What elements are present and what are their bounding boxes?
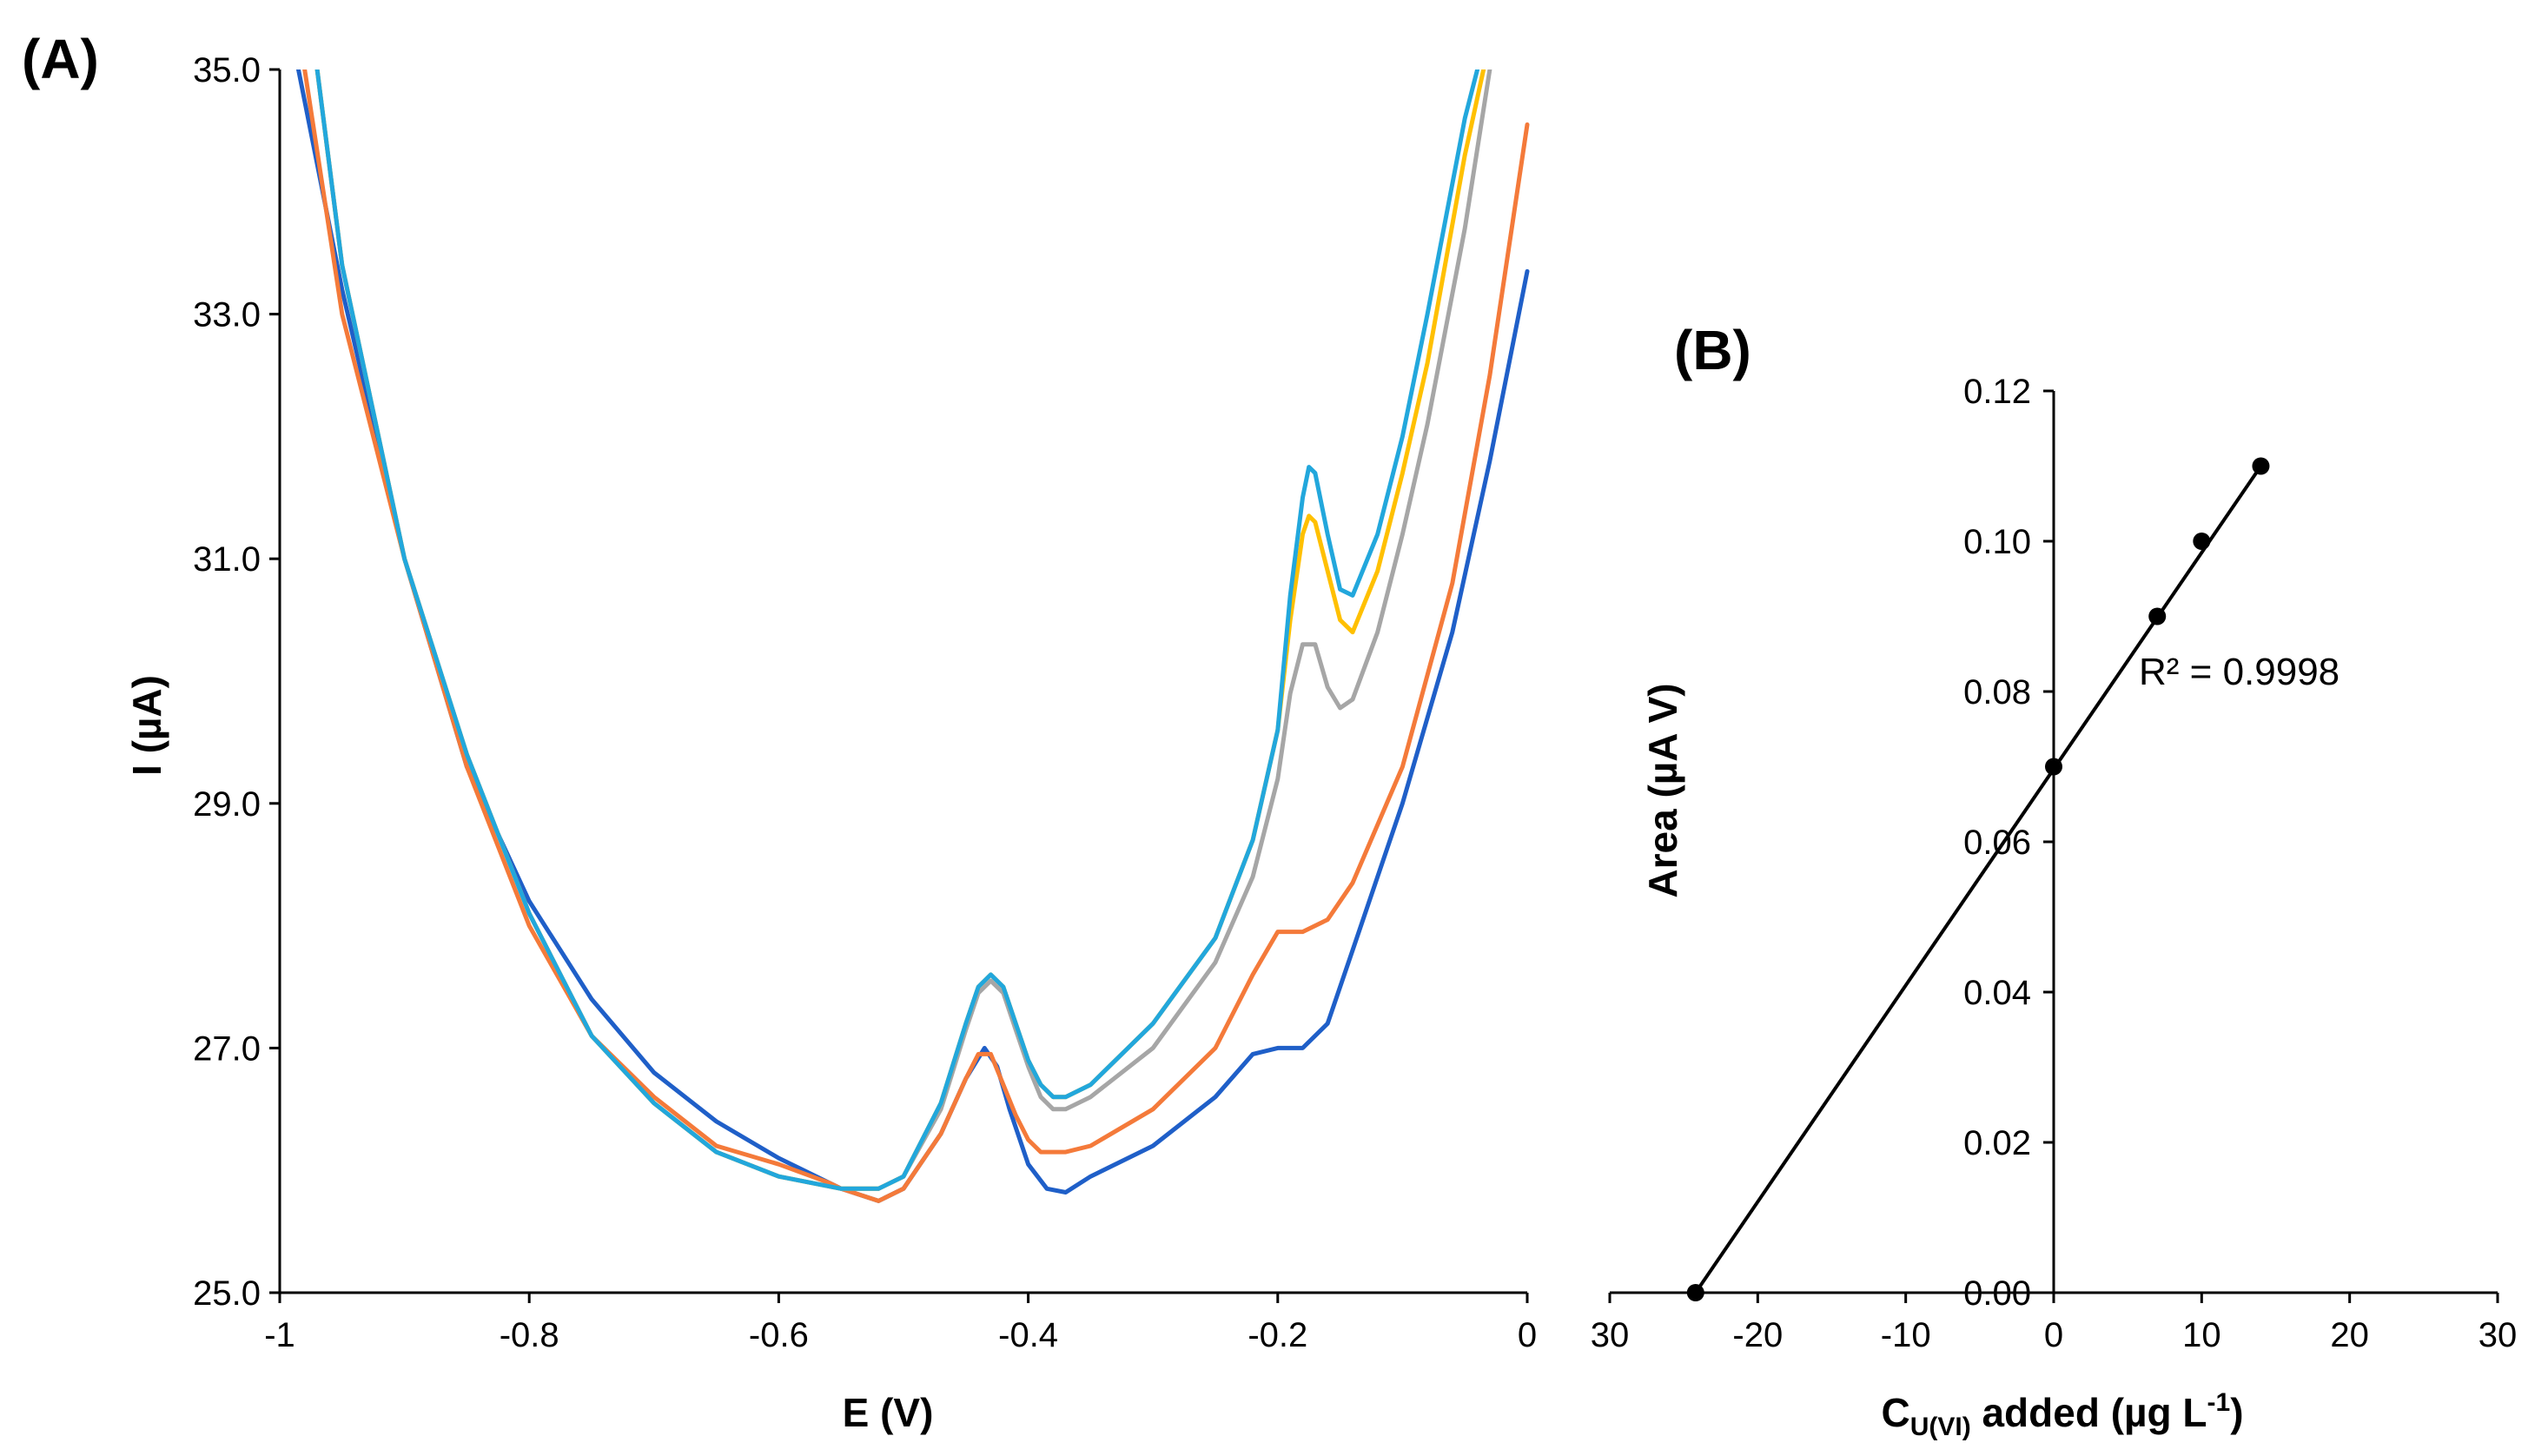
y-tick-label: 33.0 (193, 296, 261, 334)
data-point (2193, 533, 2211, 550)
y-tick-label: 0.12 (1963, 373, 2031, 411)
y-tick-label: 27.0 (193, 1029, 261, 1068)
panel-b-plot (1686, 457, 2270, 1301)
data-point (1686, 1284, 1704, 1301)
panel-b-y-axis-title: Area (µA V) (1640, 683, 1685, 897)
y-tick-label: 0.10 (1963, 523, 2031, 561)
x-tick-label: 20 (2330, 1316, 2369, 1354)
panel-b-x-ticks: 30 -20 -10 0 10 20 30 (1591, 1293, 2518, 1354)
x-tick-label: 10 (2182, 1316, 2221, 1354)
panel-a: (A) 25.027.029.031.033.035.0 -1 -0.8 -0.6-… (22, 28, 1537, 1435)
data-point (2045, 758, 2062, 776)
y-tick-label: 0.00 (1963, 1274, 2031, 1313)
y-tick-label: 31.0 (193, 540, 261, 579)
x-tick-label: 0 (2044, 1316, 2063, 1354)
x-title-c: C (1881, 1390, 1909, 1435)
panel-b-label: (B) (1674, 319, 1751, 381)
x-tick-label: -20 (1732, 1316, 1783, 1354)
series-line-1 (296, 69, 1530, 1203)
x-tick-label: -1 (264, 1316, 295, 1354)
panel-a-curves (296, 69, 1530, 1203)
x-title-subscript: U(VI) (1910, 1413, 1971, 1441)
panel-a-x-ticks: -1 -0.8 -0.6 -0.4 -0.2 0 (264, 1293, 1537, 1354)
y-tick-label: 0.04 (1963, 974, 2031, 1012)
x-tick-label: 30 (1591, 1316, 1630, 1354)
x-tick-label: 0 (1518, 1316, 1537, 1354)
x-tick-label: -0.6 (749, 1316, 809, 1354)
x-tick-label: -0.2 (1248, 1316, 1307, 1354)
panel-a-y-axis-title: I (µA) (124, 675, 169, 776)
trendline (1694, 465, 2263, 1294)
x-tick-label: -10 (1881, 1316, 1931, 1354)
data-point (2252, 457, 2270, 475)
panel-b: (B) 0.00 0.02 0.04 0.06 0.08 0.10 0.12 30 -20 -1… (1591, 319, 2518, 1441)
y-tick-label: 0.06 (1963, 824, 2031, 862)
panel-a-label: (A) (22, 28, 99, 90)
series-line-2 (302, 69, 1530, 1203)
panel-a-x-axis-title: E (V) (843, 1390, 934, 1435)
series-line-4 (314, 69, 1486, 1191)
series-line-3 (314, 69, 1492, 1191)
y-tick-label: 35.0 (193, 51, 261, 89)
x-title-middle: added (µg L (1971, 1390, 2207, 1435)
panel-a-y-ticks: 25.0 27.0 29.0 31.0 33.0 35.0 (193, 51, 280, 1313)
x-title-end: ) (2230, 1390, 2243, 1435)
panel-b-x-axis-title: CU(VI) added (µg L-1) (1881, 1388, 2243, 1441)
data-point (2148, 607, 2167, 625)
trendline-r2-label: R² = 0.9998 (2139, 651, 2340, 693)
y-tick-label: 0.08 (1963, 673, 2031, 711)
x-tick-label: -0.8 (500, 1316, 559, 1354)
x-tick-label: 30 (2479, 1316, 2518, 1354)
y-tick-label: 29.0 (193, 785, 261, 824)
y-tick-label: 0.02 (1963, 1124, 2031, 1162)
x-tick-label: -0.4 (998, 1316, 1058, 1354)
series-line-5 (314, 69, 1480, 1191)
panel-b-y-ticks: 0.00 0.02 0.04 0.06 0.08 0.10 0.12 (1963, 373, 2054, 1313)
x-title-superscript: -1 (2207, 1388, 2231, 1417)
y-tick-label: 25.0 (193, 1274, 261, 1313)
